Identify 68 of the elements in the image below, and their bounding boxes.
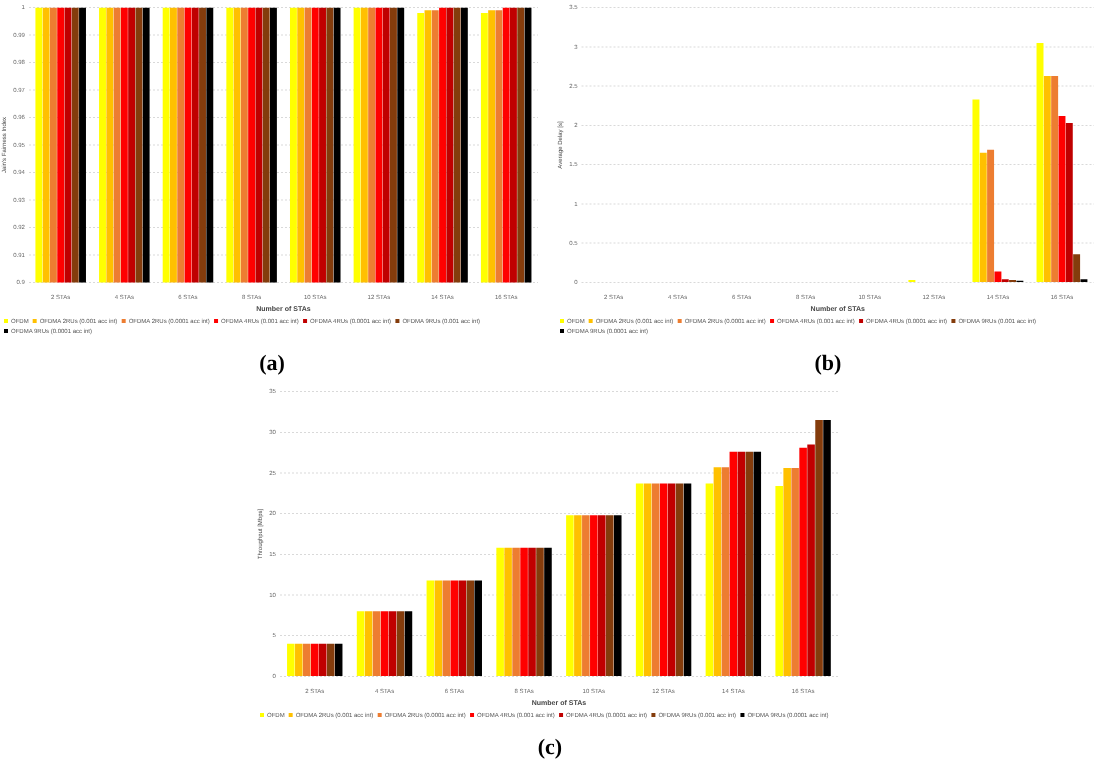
bar [504,547,512,676]
bar [544,547,552,676]
bar [713,467,722,676]
bar [994,271,1002,282]
bar [396,611,405,676]
bar [705,483,714,676]
bar [683,483,692,676]
bar [310,643,319,676]
bar [753,451,762,676]
bar [659,483,668,676]
bar [651,483,660,676]
bar [823,420,831,676]
bar [326,643,335,676]
bar [295,643,303,676]
bar [426,580,435,676]
bar [605,515,614,676]
bar [574,515,582,676]
bar [1043,75,1051,282]
bar [364,611,373,676]
bar [287,643,295,676]
bar [783,468,791,676]
bar [520,547,528,676]
text: (b) [812,352,844,376]
bar [972,99,980,282]
bar [590,515,598,676]
bar [356,611,365,676]
bar [791,468,799,676]
text: (c) [535,736,565,760]
bar [729,451,738,676]
bar [404,611,413,676]
bar [536,547,544,676]
bar [598,515,606,676]
bar [434,580,443,676]
bar [582,515,590,676]
bar [528,547,536,676]
bar [512,547,520,676]
bar [1051,75,1059,282]
bar [1065,123,1073,282]
bar [380,611,389,676]
bar [1058,115,1066,282]
bar [815,420,823,676]
bar [807,444,815,676]
bar [987,149,995,282]
bar [979,152,987,282]
bar [388,611,397,676]
bar [721,467,730,676]
bar [613,515,622,676]
bar [496,547,504,676]
bar [675,483,684,676]
text: (a) [257,352,287,376]
bar [318,643,327,676]
bar [450,580,459,676]
bar [372,611,381,676]
bar [643,483,652,676]
bar [474,580,482,676]
bar [1073,254,1081,282]
bar [745,451,754,676]
bar [667,483,676,676]
bar [466,580,475,676]
bar [442,580,451,676]
bar [775,485,783,676]
bar [458,580,467,676]
bar [635,483,644,676]
bar [799,447,807,676]
bar [737,451,746,676]
bar [334,643,343,676]
bar [303,643,311,676]
bar [566,515,574,676]
